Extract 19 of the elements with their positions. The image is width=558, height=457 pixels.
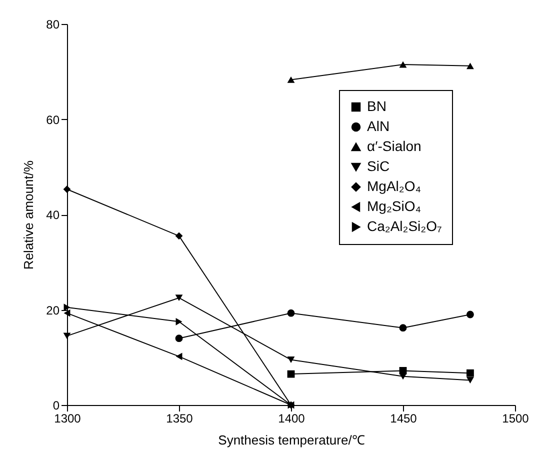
x-tick-label: 1450 xyxy=(390,412,418,426)
x-tick-label: 1400 xyxy=(278,412,306,426)
y-axis-title: Relative amount/% xyxy=(21,160,36,270)
x-tick-label: 1300 xyxy=(54,412,82,426)
x-tick-label: 1500 xyxy=(502,412,530,426)
y-tick-label: 80 xyxy=(46,18,60,32)
legend-label: α′-Sialon xyxy=(367,138,422,154)
legend-label: MgAl₂O₄ xyxy=(367,178,422,194)
legend-label: Mg₂SiO₄ xyxy=(367,198,422,214)
legend-label: AlN xyxy=(367,118,390,134)
y-tick-label: 40 xyxy=(46,208,60,222)
y-tick-label: 60 xyxy=(46,112,60,127)
y-tick-label: 20 xyxy=(46,303,60,318)
legend-label: Ca₂Al₂Si₂O₇ xyxy=(367,218,442,234)
y-tick-label: 0 xyxy=(52,398,60,412)
x-tick-label: 1350 xyxy=(166,412,194,426)
x-axis-title: Synthesis temperature/℃ xyxy=(218,432,365,448)
legend-label: BN xyxy=(367,98,386,114)
legend-label: SiC xyxy=(367,158,390,174)
